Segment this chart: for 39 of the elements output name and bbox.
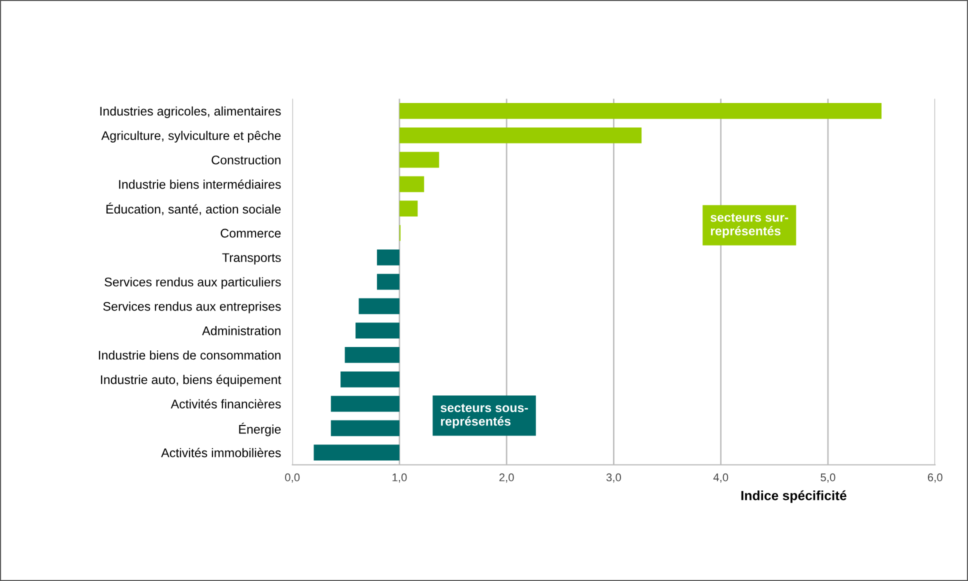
x-tick-label: 6,0 bbox=[928, 473, 942, 483]
y-tick-label: Agriculture, sylviculture et pêche bbox=[101, 130, 281, 143]
y-tick-label: Énergie bbox=[239, 422, 281, 436]
annotation: secteurs sur- représentés bbox=[710, 214, 788, 238]
x-tick-label: 1,0 bbox=[392, 473, 407, 483]
y-tick-label: Administration bbox=[202, 326, 280, 336]
y-tick-label: Activités immobilières bbox=[161, 448, 281, 458]
y-tick-label: Activités financières bbox=[170, 399, 281, 408]
y-tick-label: Éducation, santé, action sociale bbox=[106, 202, 281, 216]
bar bbox=[376, 249, 400, 266]
bar bbox=[330, 420, 400, 436]
y-tick-label: Services rendus aux particuliers bbox=[104, 277, 281, 289]
x-tick-label: 3,0 bbox=[606, 473, 621, 483]
bar bbox=[340, 371, 400, 388]
x-tick-label: 2,0 bbox=[499, 473, 514, 483]
bar bbox=[399, 200, 418, 217]
bar bbox=[330, 396, 400, 412]
y-tick-label: Commerce bbox=[220, 228, 281, 238]
bar bbox=[358, 298, 400, 314]
y-tick-label: Industrie biens intermédiaires bbox=[119, 180, 281, 189]
x-tick-label: 0,0 bbox=[285, 473, 300, 483]
x-tick-label: 4,0 bbox=[713, 473, 728, 483]
y-tick-label: Industrie biens de consommation bbox=[98, 350, 280, 360]
y-tick-label: Construction bbox=[212, 155, 280, 164]
bar bbox=[376, 274, 400, 290]
x-axis-title: Indice spécificité bbox=[741, 490, 846, 503]
y-tick-label: Industries agricoles, alimentaires bbox=[100, 106, 281, 118]
bar bbox=[399, 127, 642, 144]
y-tick-label: Industrie auto, biens équipement bbox=[101, 374, 282, 387]
bar bbox=[356, 322, 400, 339]
bar bbox=[344, 347, 400, 363]
y-tick-label: Transports bbox=[222, 253, 281, 265]
bar bbox=[399, 176, 424, 192]
annotation: secteurs sous- représentés bbox=[440, 404, 528, 428]
y-tick-label: Services rendus aux entreprises bbox=[103, 302, 281, 314]
bar bbox=[314, 444, 400, 461]
x-tick-label: 5,0 bbox=[820, 473, 836, 483]
bar bbox=[399, 103, 882, 119]
bar bbox=[399, 152, 440, 168]
